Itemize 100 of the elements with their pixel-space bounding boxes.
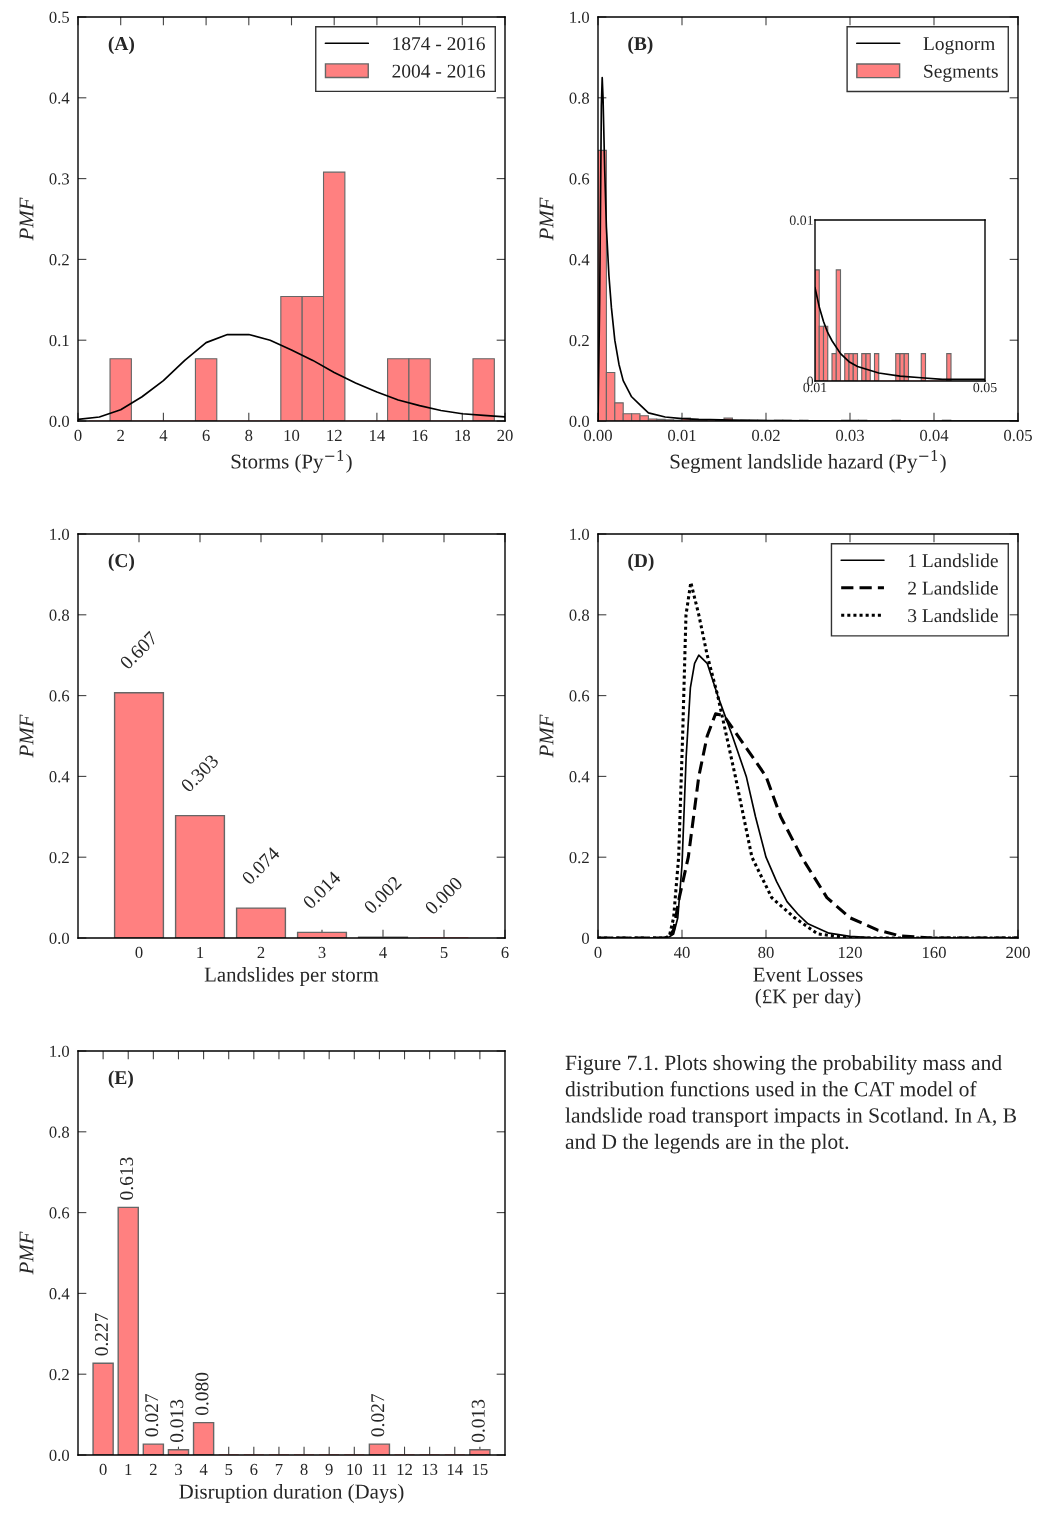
x-tick-label: 14: [370, 429, 385, 441]
x-tick-label: 0.05: [973, 382, 997, 393]
y-tick-label: 0.6: [49, 690, 70, 702]
y-axis-title: PMF: [539, 197, 554, 241]
y-tick-label: 0.4: [49, 1288, 70, 1300]
x-tick-label: 120: [838, 946, 862, 959]
y-tick-label: 1.0: [50, 528, 70, 541]
data-label: 0.027: [145, 1393, 159, 1437]
y-tick-label: 0.4: [569, 254, 590, 266]
x-axis-title: Landslides per storm: [204, 967, 379, 986]
x-axis-title: Storms (Py$^{−1}$): [231, 450, 352, 473]
y-tick-label: 0.8: [49, 1126, 70, 1138]
data-label: 0.080: [195, 1372, 209, 1415]
y-tick-label: 1.0: [570, 528, 590, 541]
x-tick-label: 3: [318, 946, 326, 959]
x-tick-label: 160: [922, 946, 946, 959]
x-axis-title: Event Losses (£K per day): [753, 967, 863, 1008]
x-tick-label: 0.02: [752, 429, 780, 442]
x-tick-label: 8: [245, 429, 253, 442]
y-axis-title: PMF: [19, 197, 34, 241]
x-tick-label: 6: [250, 1463, 258, 1476]
y-tick-label: 0.8: [49, 609, 70, 621]
y-tick-label: 0.4: [49, 92, 70, 104]
y-tick-label: 0.0: [49, 932, 70, 945]
x-tick-label: 2: [149, 1463, 157, 1475]
annotation: (B): [628, 36, 653, 55]
annotation: (E): [108, 1070, 133, 1089]
x-tick-label: 10: [347, 1463, 362, 1476]
x-tick-label: 18: [455, 429, 470, 442]
y-tick-label: 0.2: [569, 851, 589, 864]
data-label: 0.227: [94, 1313, 109, 1356]
x-tick-label: 1: [125, 1463, 132, 1475]
x-tick-label: 8: [300, 1463, 308, 1476]
y-tick-label: 0.6: [569, 173, 590, 185]
x-tick-label: 13: [422, 1463, 438, 1476]
x-tick-label: 0: [594, 946, 602, 959]
x-tick-label: 0: [135, 946, 143, 959]
x-tick-label: 10: [284, 429, 300, 442]
x-tick-label: 0.01: [668, 429, 696, 442]
y-tick-label: 0.3: [49, 173, 70, 185]
data-label: 0.013: [170, 1399, 184, 1443]
annotation: (A): [108, 36, 135, 55]
x-axis-title: Segment landslide hazard (Py$^{−1}$): [670, 450, 946, 473]
legend-label: 1 Landslide: [909, 553, 998, 568]
y-tick-label: 1.0: [570, 11, 590, 24]
x-tick-label: 5: [440, 946, 448, 959]
x-tick-label: 4: [379, 946, 387, 958]
legend-label: Lognorm: [923, 37, 995, 55]
x-tick-label: 3: [175, 1463, 182, 1476]
y-axis-title: PMF: [539, 714, 554, 758]
annotation: (C): [108, 553, 135, 572]
x-tick-label: 16: [412, 429, 428, 442]
data-label: 0.027: [371, 1393, 385, 1437]
y-axis-title: PMF: [19, 1231, 34, 1275]
legend-label: 2 Landslide: [908, 581, 998, 595]
y-tick-label: 0.2: [49, 254, 69, 266]
x-tick-label: 14: [447, 1463, 463, 1475]
y-tick-label: 0.8: [569, 609, 590, 621]
y-tick-label: 0.2: [49, 1368, 69, 1381]
y-tick-label: 1.0: [50, 1045, 70, 1058]
x-tick-label: 0.00: [584, 429, 612, 442]
y-tick-label: 0.0: [49, 1449, 70, 1462]
y-tick-label: 0: [581, 932, 590, 944]
legend-label: 3 Landslide: [908, 608, 998, 623]
x-tick-label: 0.04: [920, 429, 949, 442]
x-axis-title: Disruption duration (Days): [179, 1484, 404, 1503]
x-tick-label: 9: [325, 1463, 333, 1476]
x-tick-label: 12: [397, 1463, 412, 1475]
y-tick-label: 0.4: [49, 771, 70, 783]
x-tick-label: 7: [275, 1463, 283, 1475]
y-tick-label: 0.2: [49, 851, 69, 864]
x-tick-label: 11: [372, 1463, 387, 1475]
x-tick-label: 5: [225, 1463, 233, 1476]
x-tick-label: 80: [758, 946, 774, 959]
x-tick-label: 0: [74, 429, 82, 442]
x-tick-label: 4: [159, 429, 168, 441]
x-tick-label: 4: [199, 1463, 208, 1475]
x-tick-label: 2: [117, 429, 124, 441]
annotation: (D): [628, 553, 654, 572]
data-label: 0.613: [119, 1157, 134, 1200]
caption: Figure 7.1. Plots showing the probability mass and distribution functions used in the CAT model of landslide road transport impacts in Scotland. In A, B and D the legends are in the plot.: [565, 1055, 1016, 1154]
data-label: 0.013: [471, 1399, 485, 1443]
x-tick-label: 6: [501, 946, 509, 959]
y-tick-label: 0.4: [569, 771, 590, 783]
x-tick-label: 0.03: [836, 429, 864, 442]
y-axis-title: PMF: [19, 714, 34, 758]
x-tick-label: 12: [327, 429, 342, 441]
y-tick-label: 0.5: [49, 11, 70, 24]
x-tick-label: 40: [673, 946, 690, 959]
x-tick-label: 6: [202, 429, 210, 442]
y-tick-label: 0.8: [569, 92, 590, 104]
y-tick-label: 0.6: [49, 1207, 70, 1219]
x-tick-label: 200: [1006, 946, 1030, 959]
x-tick-label: 1: [197, 946, 204, 958]
x-tick-label: 0: [99, 1463, 107, 1476]
legend-label: 2004 - 2016: [392, 64, 485, 78]
y-tick-label: 0.0: [569, 415, 590, 428]
y-tick-label: 0.6: [569, 690, 590, 702]
y-tick-label: 0.2: [569, 334, 589, 347]
legend-label: 1874 - 2016: [393, 37, 485, 51]
